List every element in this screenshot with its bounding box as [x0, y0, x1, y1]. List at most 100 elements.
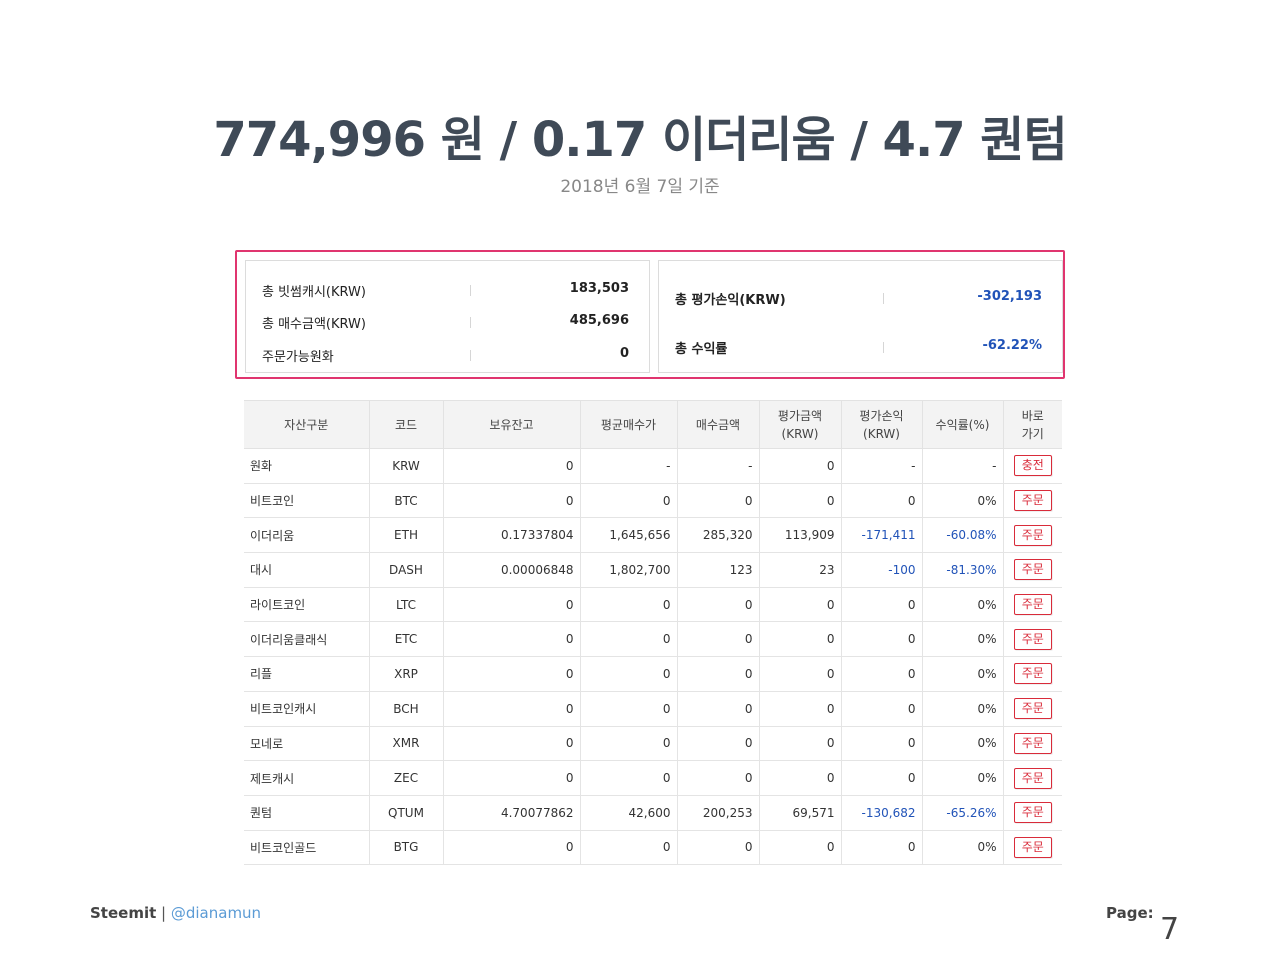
cell-buy: 0: [677, 483, 760, 519]
page-subtitle: 2018년 6월 7일 기준: [560, 177, 720, 197]
column-header: 자산구분: [244, 400, 370, 449]
cell-pl: 0: [841, 621, 923, 658]
cell-buy: 0: [677, 621, 760, 658]
cell-pl: -130,682: [841, 795, 923, 831]
cell-avg: 0: [580, 691, 678, 727]
cell-rate: 0%: [922, 587, 1004, 623]
cell-avg: 1,802,700: [580, 552, 678, 588]
cell-avg: 1,645,656: [580, 517, 678, 554]
table-row: 비트코인 BTC 0 0 0 0 0 0% 주문: [244, 483, 1062, 519]
cell-pl: 0: [841, 483, 923, 519]
cell-rate: -65.26%: [922, 795, 1004, 831]
cell-rate: -: [922, 448, 1004, 484]
cell-balance: 0: [443, 483, 581, 519]
cell-eval: 69,571: [759, 795, 842, 831]
cell-name: 이더리움: [244, 517, 370, 554]
column-header-label: (KRW): [863, 426, 900, 441]
column-header-label: 가기: [1021, 426, 1044, 441]
cell-pl: -100: [841, 552, 923, 588]
cell-eval: 0: [759, 483, 842, 519]
order-button[interactable]: 주문: [1013, 663, 1052, 685]
cell-code: KRW: [369, 448, 444, 484]
cell-eval: 23: [759, 552, 842, 588]
cell-eval: 0: [759, 621, 842, 658]
cell-balance: 0: [443, 448, 581, 484]
column-header: 평가손익 (KRW): [841, 400, 923, 449]
summary-row-orderable-krw: 주문가능원화 0: [246, 346, 649, 366]
summary-divider: [470, 350, 471, 361]
cell-balance: 0: [443, 691, 581, 727]
cell-avg: 0: [580, 483, 678, 519]
column-header-label: 평가손익: [859, 408, 904, 423]
column-header: 수익률(%): [922, 400, 1004, 449]
order-button[interactable]: 주문: [1013, 594, 1052, 616]
cell-pl: -: [841, 448, 923, 484]
cell-eval: 113,909: [759, 517, 842, 554]
column-header-label: 코드: [394, 417, 418, 432]
cell-balance: 0: [443, 656, 581, 692]
column-header: 매수금액: [677, 400, 760, 449]
cell-code: DASH: [369, 552, 444, 588]
table-header-row: 자산구분 코드 보유잔고 평균매수가 매수금액 평가금액 (KRW) 평가손익 (KRW) 수익률…: [244, 400, 1062, 449]
page-number: 7: [1160, 912, 1180, 947]
cell-rate: 0%: [922, 656, 1004, 692]
column-header: 바로 가기: [1003, 400, 1062, 449]
cell-rate: 0%: [922, 483, 1004, 519]
column-header-label: 평가금액: [777, 408, 823, 423]
table-row: 원화 KRW 0- -0- - 충전: [244, 448, 1062, 484]
cell-buy: 0: [677, 726, 760, 762]
footer-brand: Steemit: [90, 904, 157, 922]
summary-value: 183,503: [569, 281, 629, 296]
order-button[interactable]: 주문: [1013, 524, 1052, 546]
cell-eval: 0: [759, 691, 842, 727]
footer-handle-link[interactable]: @dianamun: [170, 904, 262, 922]
cell-buy: 0: [677, 830, 760, 866]
cell-balance: 0: [443, 726, 581, 762]
cell-action: 주문: [1003, 483, 1062, 519]
cell-buy: 0: [677, 656, 760, 692]
cell-action: 주문: [1003, 795, 1062, 831]
summary-divider: [470, 317, 471, 328]
order-button[interactable]: 주문: [1013, 802, 1052, 824]
footer-separator: |: [156, 904, 171, 922]
cell-action: 주문: [1003, 760, 1062, 796]
order-button[interactable]: 주문: [1013, 767, 1052, 789]
summary-label: 주문가능원화: [262, 350, 334, 365]
cell-eval: 0: [759, 830, 842, 866]
table-body: 원화 KRW 0- -0- - 충전 비트코인 BTC 0 0 0 0 0 0% 주문 이더리움 ETH 0.17…: [244, 448, 1062, 866]
cell-avg: 0: [580, 726, 678, 762]
cell-eval: 0: [759, 587, 842, 623]
table-row: 대시 DASH 0.00006848 1,802,700 123 23 -100 -81.30…: [244, 552, 1062, 588]
order-button[interactable]: 주문: [1013, 836, 1052, 858]
cell-avg: 0: [580, 760, 678, 796]
order-button[interactable]: 주문: [1013, 698, 1052, 720]
cell-action: 주문: [1003, 691, 1062, 727]
deposit-button[interactable]: 충전: [1013, 455, 1052, 477]
cell-avg: -: [580, 448, 678, 484]
order-button[interactable]: 주문: [1013, 628, 1052, 650]
table-row: 모네로 XMR 0 0 0 0 0 0% 주문: [244, 726, 1062, 762]
cell-balance: 0: [443, 760, 581, 796]
page-title: 774,996 원 / 0.17 이더리움 / 4.7 퀀텀: [213, 112, 1067, 168]
table-row: 이더리움클래식 ETC 0 0 0 0 0 0% 주문: [244, 621, 1062, 658]
table-row: 비트코인캐시 BCH 0 0 0 0 0 0% 주문: [244, 691, 1062, 727]
cell-rate: 0%: [922, 726, 1004, 762]
cell-action: 충전: [1003, 448, 1062, 484]
cell-action: 주문: [1003, 552, 1062, 588]
order-button[interactable]: 주문: [1013, 732, 1052, 754]
footer-credit: Steemit | @dianamun: [90, 904, 261, 922]
order-button[interactable]: 주문: [1013, 490, 1052, 512]
cell-pl: 0: [841, 587, 923, 623]
column-header-label: 평균매수가: [600, 417, 657, 432]
cell-code: ETC: [369, 621, 444, 658]
cell-rate: 0%: [922, 760, 1004, 796]
cell-action: 주문: [1003, 726, 1062, 762]
summary-left-panel: 총 빗썸캐시(KRW) 183,503 총 매수금액(KRW) 485,696 …: [245, 260, 650, 373]
order-button[interactable]: 주문: [1013, 559, 1052, 581]
cell-rate: 0%: [922, 691, 1004, 727]
summary-value: 485,696: [569, 313, 629, 328]
summary-value: -302,193: [977, 289, 1042, 304]
summary-divider: [470, 285, 471, 296]
cell-code: ZEC: [369, 760, 444, 796]
summary-row-total-pl: 총 평가손익(KRW) -302,193: [659, 289, 1062, 309]
